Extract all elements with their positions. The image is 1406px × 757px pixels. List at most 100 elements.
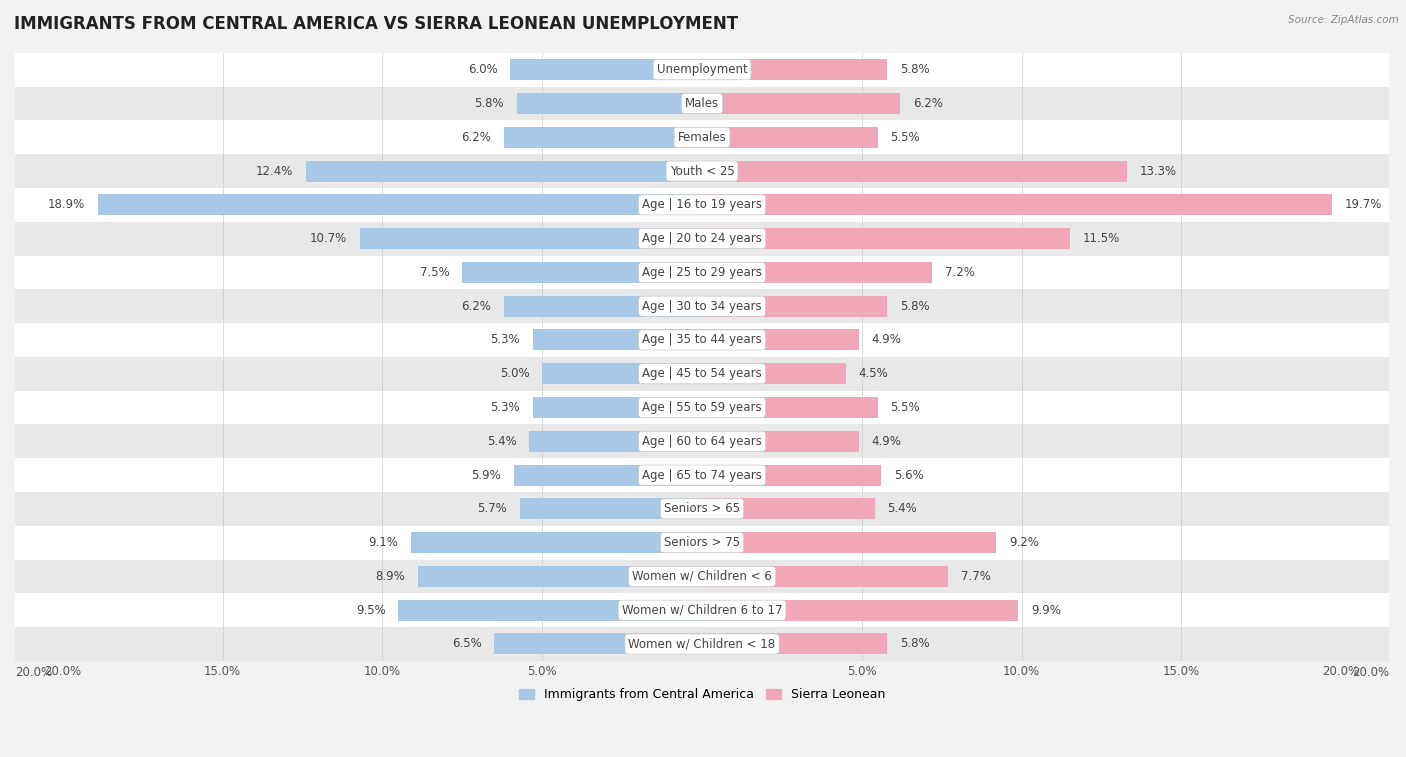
Bar <box>0 526 1405 559</box>
Text: 5.8%: 5.8% <box>900 637 929 650</box>
Text: Males: Males <box>685 97 718 110</box>
Bar <box>0 222 1405 256</box>
Text: 5.4%: 5.4% <box>486 435 517 448</box>
Text: 5.9%: 5.9% <box>471 469 501 481</box>
Text: Seniors > 75: Seniors > 75 <box>664 536 740 549</box>
Bar <box>0 120 1405 154</box>
Bar <box>702 566 948 587</box>
Text: Source: ZipAtlas.com: Source: ZipAtlas.com <box>1288 15 1399 25</box>
Text: Age | 55 to 59 years: Age | 55 to 59 years <box>643 401 762 414</box>
Bar <box>305 160 702 182</box>
Bar <box>0 627 1405 661</box>
Text: Age | 35 to 44 years: Age | 35 to 44 years <box>643 334 762 347</box>
Text: 12.4%: 12.4% <box>256 164 292 178</box>
Bar <box>702 195 1331 215</box>
Text: 19.7%: 19.7% <box>1344 198 1382 211</box>
Text: Unemployment: Unemployment <box>657 64 748 76</box>
Bar <box>702 127 877 148</box>
Bar <box>702 465 882 485</box>
Bar <box>398 600 702 621</box>
Bar <box>463 262 702 283</box>
Bar <box>543 363 702 385</box>
Bar <box>702 397 877 418</box>
Bar <box>702 160 1128 182</box>
Text: 9.1%: 9.1% <box>368 536 398 549</box>
Text: Age | 25 to 29 years: Age | 25 to 29 years <box>643 266 762 279</box>
Text: 4.9%: 4.9% <box>872 435 901 448</box>
Bar <box>530 431 702 452</box>
Text: 6.2%: 6.2% <box>461 300 491 313</box>
Bar <box>418 566 702 587</box>
Text: 5.5%: 5.5% <box>890 131 920 144</box>
Bar <box>520 498 702 519</box>
Bar <box>0 559 1405 593</box>
Bar <box>0 86 1405 120</box>
Bar <box>510 59 702 80</box>
Text: Age | 65 to 74 years: Age | 65 to 74 years <box>643 469 762 481</box>
Text: Age | 16 to 19 years: Age | 16 to 19 years <box>643 198 762 211</box>
Text: 10.7%: 10.7% <box>311 232 347 245</box>
Bar <box>0 53 1405 86</box>
Text: 5.3%: 5.3% <box>491 401 520 414</box>
Text: 5.4%: 5.4% <box>887 503 917 516</box>
Bar <box>0 492 1405 526</box>
Text: Age | 30 to 34 years: Age | 30 to 34 years <box>643 300 762 313</box>
Bar <box>360 228 702 249</box>
Text: 6.2%: 6.2% <box>912 97 943 110</box>
Text: 5.8%: 5.8% <box>900 64 929 76</box>
Text: 5.8%: 5.8% <box>474 97 503 110</box>
Bar <box>0 323 1405 357</box>
Bar <box>0 154 1405 188</box>
Bar <box>0 256 1405 289</box>
Text: Women w/ Children < 18: Women w/ Children < 18 <box>628 637 776 650</box>
Text: Seniors > 65: Seniors > 65 <box>664 503 740 516</box>
Legend: Immigrants from Central America, Sierra Leonean: Immigrants from Central America, Sierra … <box>513 684 890 706</box>
Text: Age | 45 to 54 years: Age | 45 to 54 years <box>643 367 762 380</box>
Text: 5.8%: 5.8% <box>900 300 929 313</box>
Bar <box>0 188 1405 222</box>
Bar <box>0 458 1405 492</box>
Text: 7.5%: 7.5% <box>420 266 450 279</box>
Bar <box>702 363 846 385</box>
Text: Females: Females <box>678 131 727 144</box>
Text: Women w/ Children < 6: Women w/ Children < 6 <box>633 570 772 583</box>
Bar <box>503 127 702 148</box>
Bar <box>98 195 702 215</box>
Bar <box>702 228 1070 249</box>
Bar <box>702 532 995 553</box>
Text: 9.9%: 9.9% <box>1031 603 1062 617</box>
Text: Age | 60 to 64 years: Age | 60 to 64 years <box>643 435 762 448</box>
Bar <box>533 397 702 418</box>
Bar <box>533 329 702 350</box>
Bar <box>0 391 1405 425</box>
Bar <box>702 600 1018 621</box>
Text: Youth < 25: Youth < 25 <box>669 164 734 178</box>
Text: 6.0%: 6.0% <box>468 64 498 76</box>
Text: Women w/ Children 6 to 17: Women w/ Children 6 to 17 <box>621 603 782 617</box>
Text: 5.0%: 5.0% <box>501 367 530 380</box>
Bar <box>503 296 702 316</box>
Text: 11.5%: 11.5% <box>1083 232 1119 245</box>
Bar <box>0 289 1405 323</box>
Bar <box>513 465 702 485</box>
Text: 7.2%: 7.2% <box>945 266 974 279</box>
Text: 7.7%: 7.7% <box>960 570 991 583</box>
Text: 5.3%: 5.3% <box>491 334 520 347</box>
Bar <box>702 498 875 519</box>
Bar <box>702 262 932 283</box>
Bar <box>0 357 1405 391</box>
Text: 6.5%: 6.5% <box>451 637 482 650</box>
Text: 4.9%: 4.9% <box>872 334 901 347</box>
Bar <box>702 329 859 350</box>
Bar <box>0 593 1405 627</box>
Bar <box>702 296 887 316</box>
Bar <box>702 59 887 80</box>
Text: 9.5%: 9.5% <box>356 603 385 617</box>
Bar <box>517 93 702 114</box>
Text: 5.5%: 5.5% <box>890 401 920 414</box>
Bar <box>702 93 900 114</box>
Bar <box>411 532 702 553</box>
Bar <box>702 634 887 655</box>
Text: 18.9%: 18.9% <box>48 198 86 211</box>
Text: 9.2%: 9.2% <box>1010 536 1039 549</box>
